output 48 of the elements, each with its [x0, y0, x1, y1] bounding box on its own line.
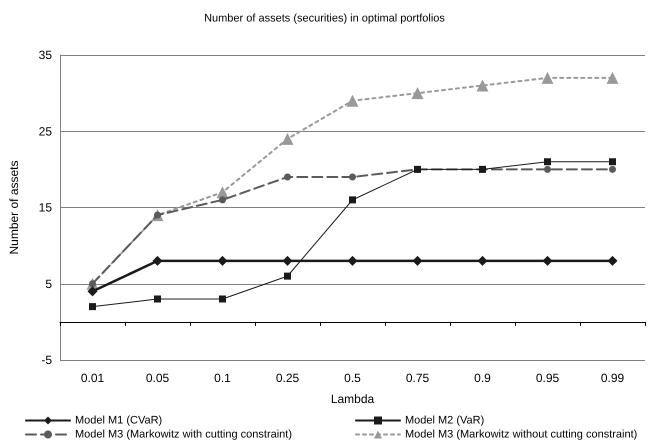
point [218, 256, 228, 266]
x-tick-label: 0.5 [344, 371, 362, 385]
point [412, 87, 424, 100]
point [412, 256, 422, 266]
point [89, 303, 96, 310]
point [284, 272, 291, 280]
point [282, 132, 294, 145]
x-tick-label: 0.25 [276, 371, 300, 385]
x-tick-label: 0.05 [146, 371, 170, 385]
y-tick-label: 5 [45, 276, 52, 291]
y-tick-label: 25 [38, 124, 52, 138]
x-tick-label: 0.9 [474, 371, 492, 385]
point [609, 166, 616, 173]
x-tick-label: 0.95 [536, 371, 560, 385]
point [284, 174, 291, 180]
x-axis-title: Lambda [330, 392, 375, 406]
y-tick-label: 35 [38, 48, 52, 62]
point [219, 196, 226, 204]
y-tick-label: 15 [38, 200, 52, 214]
point [349, 196, 356, 204]
legend-label: Model M3 (Markowitz with cutting constraint) [75, 428, 292, 440]
y-axis-title: Number of assets [7, 160, 21, 255]
legend-label: Model M1 (CVaR) [75, 414, 162, 426]
legend-label: Model M2 (VaR) [405, 414, 484, 426]
point [282, 256, 292, 266]
legend-label: Model M3 (Markowitz without cutting constraint) [405, 428, 638, 440]
x-tick-label: 0.75 [406, 371, 430, 385]
point [544, 158, 551, 166]
x-tick-label: 0.1 [214, 371, 232, 385]
point [608, 256, 618, 266]
point [219, 296, 226, 302]
point [346, 94, 358, 107]
point [349, 174, 356, 180]
point [154, 296, 161, 302]
point [348, 256, 358, 266]
point [606, 72, 618, 84]
point [476, 80, 488, 92]
point [609, 158, 616, 166]
chart-title: Number of assets (securities) in optimal portfolios [204, 12, 446, 24]
point [152, 256, 162, 266]
x-tick-label: 0.99 [600, 371, 624, 385]
point [544, 166, 551, 173]
x-tick-label: 0.01 [80, 371, 104, 385]
point [542, 72, 554, 84]
y-tick-label: -5 [41, 353, 52, 367]
point [542, 256, 552, 266]
point [478, 256, 488, 266]
point [88, 286, 98, 296]
